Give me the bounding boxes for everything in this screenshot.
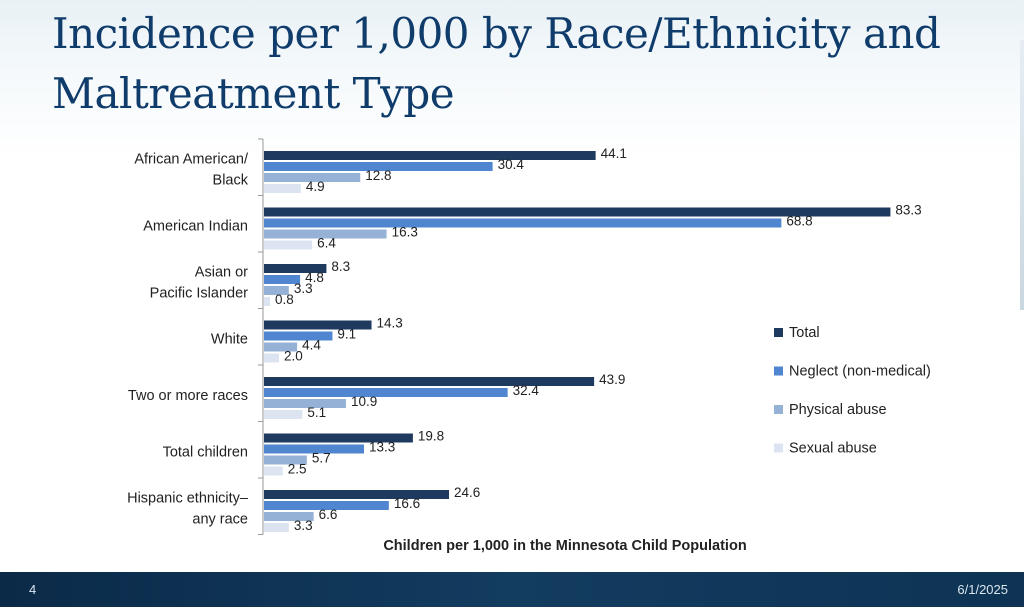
bar-total: [264, 377, 595, 386]
category-label: Two or more races: [128, 388, 248, 404]
bar-physical-abuse: [264, 173, 361, 182]
bar-physical-abuse: [264, 229, 387, 239]
legend-label: Sexual abuse: [789, 441, 877, 457]
data-label: 4.9: [306, 179, 325, 194]
data-label: 19.8: [418, 429, 444, 444]
category-label: White: [211, 332, 248, 348]
slide-title: Incidence per 1,000 by Race/Ethnicity an…: [52, 9, 941, 118]
title-background: [0, 0, 1024, 160]
category-label: African American/Black: [134, 152, 249, 189]
data-label: 9.1: [337, 327, 356, 342]
data-label: 0.8: [275, 292, 294, 307]
bar-physical-abuse: [264, 286, 289, 295]
data-label: 30.4: [498, 157, 525, 172]
data-label: 16.6: [394, 496, 420, 511]
data-label: 10.9: [351, 394, 377, 409]
bar-sexual-abuse: [264, 466, 283, 476]
data-label: 43.9: [599, 372, 625, 387]
bar-neglect-non-medical: [264, 331, 333, 341]
slide-number: 4: [29, 582, 37, 597]
bar-neglect-non-medical: [264, 275, 301, 284]
data-label: 4.8: [305, 270, 324, 285]
data-label: 3.3: [294, 281, 313, 296]
data-label: 24.6: [454, 485, 480, 500]
data-label: 32.4: [513, 383, 540, 398]
bar-sexual-abuse: [264, 297, 271, 306]
data-label: 68.8: [786, 214, 812, 229]
bar-total: [264, 490, 449, 499]
data-label: 6.6: [319, 507, 338, 522]
slide-edge-decoration: [1020, 40, 1024, 310]
legend-swatch: [774, 366, 783, 376]
category-label: Hispanic ethnicity– any race: [127, 491, 249, 528]
data-label: 5.1: [307, 405, 326, 420]
legend-swatch: [774, 328, 783, 337]
data-label: 5.7: [312, 451, 331, 466]
data-label: 44.1: [601, 146, 627, 161]
legend-swatch: [774, 405, 783, 414]
bar-neglect-non-medical: [264, 501, 389, 510]
bar-physical-abuse: [264, 455, 307, 465]
data-label: 14.3: [377, 316, 403, 331]
data-label: 3.3: [294, 518, 313, 533]
bar-total: [264, 264, 327, 273]
data-label: 13.3: [369, 440, 395, 455]
bar-neglect-non-medical: [264, 444, 365, 454]
slide-date: 6/1/2025: [957, 582, 1008, 597]
bar-physical-abuse: [264, 512, 314, 521]
bar-chart: African American/Black American Indian Asi…: [127, 138, 931, 554]
category-label: American Indian: [143, 219, 248, 235]
data-label: 2.0: [284, 349, 303, 364]
bar-sexual-abuse: [264, 523, 289, 532]
bar-sexual-abuse: [264, 240, 313, 250]
bar-physical-abuse: [264, 342, 298, 352]
bar-total: [264, 433, 413, 443]
legend-label: Neglect (non-medical): [789, 364, 931, 380]
legend-swatch: [774, 443, 783, 453]
bar-sexual-abuse: [264, 353, 280, 363]
data-label: 16.3: [392, 225, 418, 240]
bar-neglect-non-medical: [264, 162, 493, 171]
bar-total: [264, 320, 372, 330]
data-label: 12.8: [365, 168, 391, 183]
bar-total: [264, 151, 596, 160]
legend-label: Total: [789, 325, 820, 341]
bar-neglect-non-medical: [264, 388, 508, 397]
category-label: Asian or Pacific Islander: [150, 265, 248, 302]
data-label: 83.3: [895, 203, 921, 218]
data-label: 2.5: [288, 462, 307, 477]
bar-sexual-abuse: [264, 410, 303, 419]
footer-bar: [0, 572, 1024, 607]
bar-sexual-abuse: [264, 184, 301, 193]
data-label: 4.4: [302, 338, 321, 353]
category-label: Total children: [163, 445, 248, 461]
bar-neglect-non-medical: [264, 218, 782, 228]
data-label: 8.3: [331, 259, 350, 274]
bar-total: [264, 207, 891, 217]
bar-physical-abuse: [264, 399, 346, 408]
data-label: 6.4: [317, 236, 336, 251]
legend-label: Physical abuse: [789, 402, 887, 418]
x-axis-title: Children per 1,000 in the Minnesota Chil…: [383, 538, 746, 554]
